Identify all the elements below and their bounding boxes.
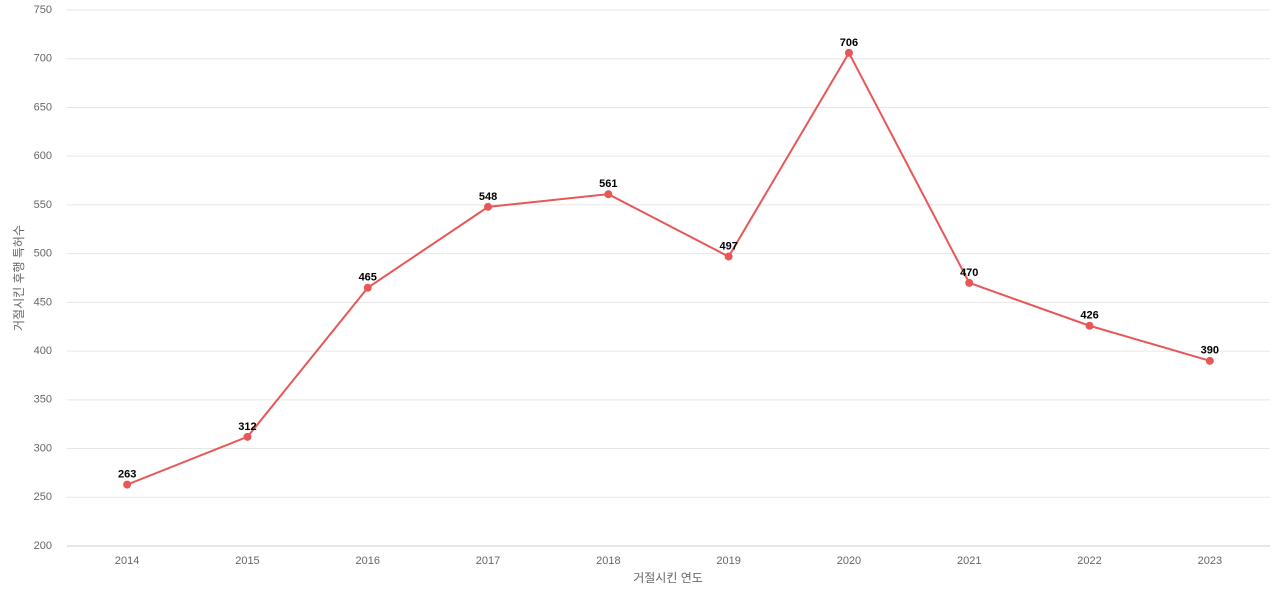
x-tick-label: 2017	[476, 555, 500, 567]
x-tick-label: 2014	[115, 555, 139, 567]
point	[484, 202, 493, 211]
value-label: 263	[118, 469, 136, 481]
y-tick-label: 350	[34, 394, 52, 406]
point	[844, 48, 853, 57]
value-label: 390	[1201, 345, 1219, 357]
x-tick-label: 2022	[1077, 555, 1101, 567]
y-tick-label: 750	[34, 4, 52, 16]
x-tick-label: 2020	[837, 555, 861, 567]
point	[363, 283, 372, 292]
value-label: 312	[238, 421, 256, 433]
point	[123, 480, 132, 489]
x-tick-label: 2015	[235, 555, 259, 567]
y-tick-label: 650	[34, 101, 52, 113]
x-axis-title: 거절시킨 연도	[633, 571, 703, 585]
value-label: 426	[1080, 310, 1098, 322]
value-label: 561	[599, 178, 617, 190]
x-tick-label: 2019	[716, 555, 740, 567]
y-tick-label: 200	[34, 540, 52, 552]
x-tick-label: 2023	[1198, 555, 1222, 567]
value-label: 706	[840, 37, 858, 49]
y-tick-label: 500	[34, 248, 52, 260]
point	[1085, 321, 1094, 330]
point	[604, 190, 613, 199]
point	[243, 432, 252, 441]
y-tick-label: 600	[34, 150, 52, 162]
x-tick-label: 2016	[356, 555, 380, 567]
y-tick-label: 300	[34, 442, 52, 454]
x-tick-label: 2021	[957, 555, 981, 567]
y-tick-label: 450	[34, 296, 52, 308]
point	[1205, 356, 1214, 365]
value-label: 548	[479, 191, 497, 203]
value-label: 497	[719, 240, 737, 252]
y-axis-title: 거절시킨 후행 특허수	[11, 225, 26, 331]
y-tick-label: 550	[34, 199, 52, 211]
point	[965, 278, 974, 287]
x-tick-label: 2018	[596, 555, 620, 567]
value-label: 470	[960, 267, 978, 279]
point	[724, 252, 733, 261]
y-tick-label: 250	[34, 491, 52, 503]
y-tick-label: 700	[34, 53, 52, 65]
line	[126, 50, 1211, 486]
value-label: 465	[359, 272, 377, 284]
y-tick-label: 400	[34, 345, 52, 357]
